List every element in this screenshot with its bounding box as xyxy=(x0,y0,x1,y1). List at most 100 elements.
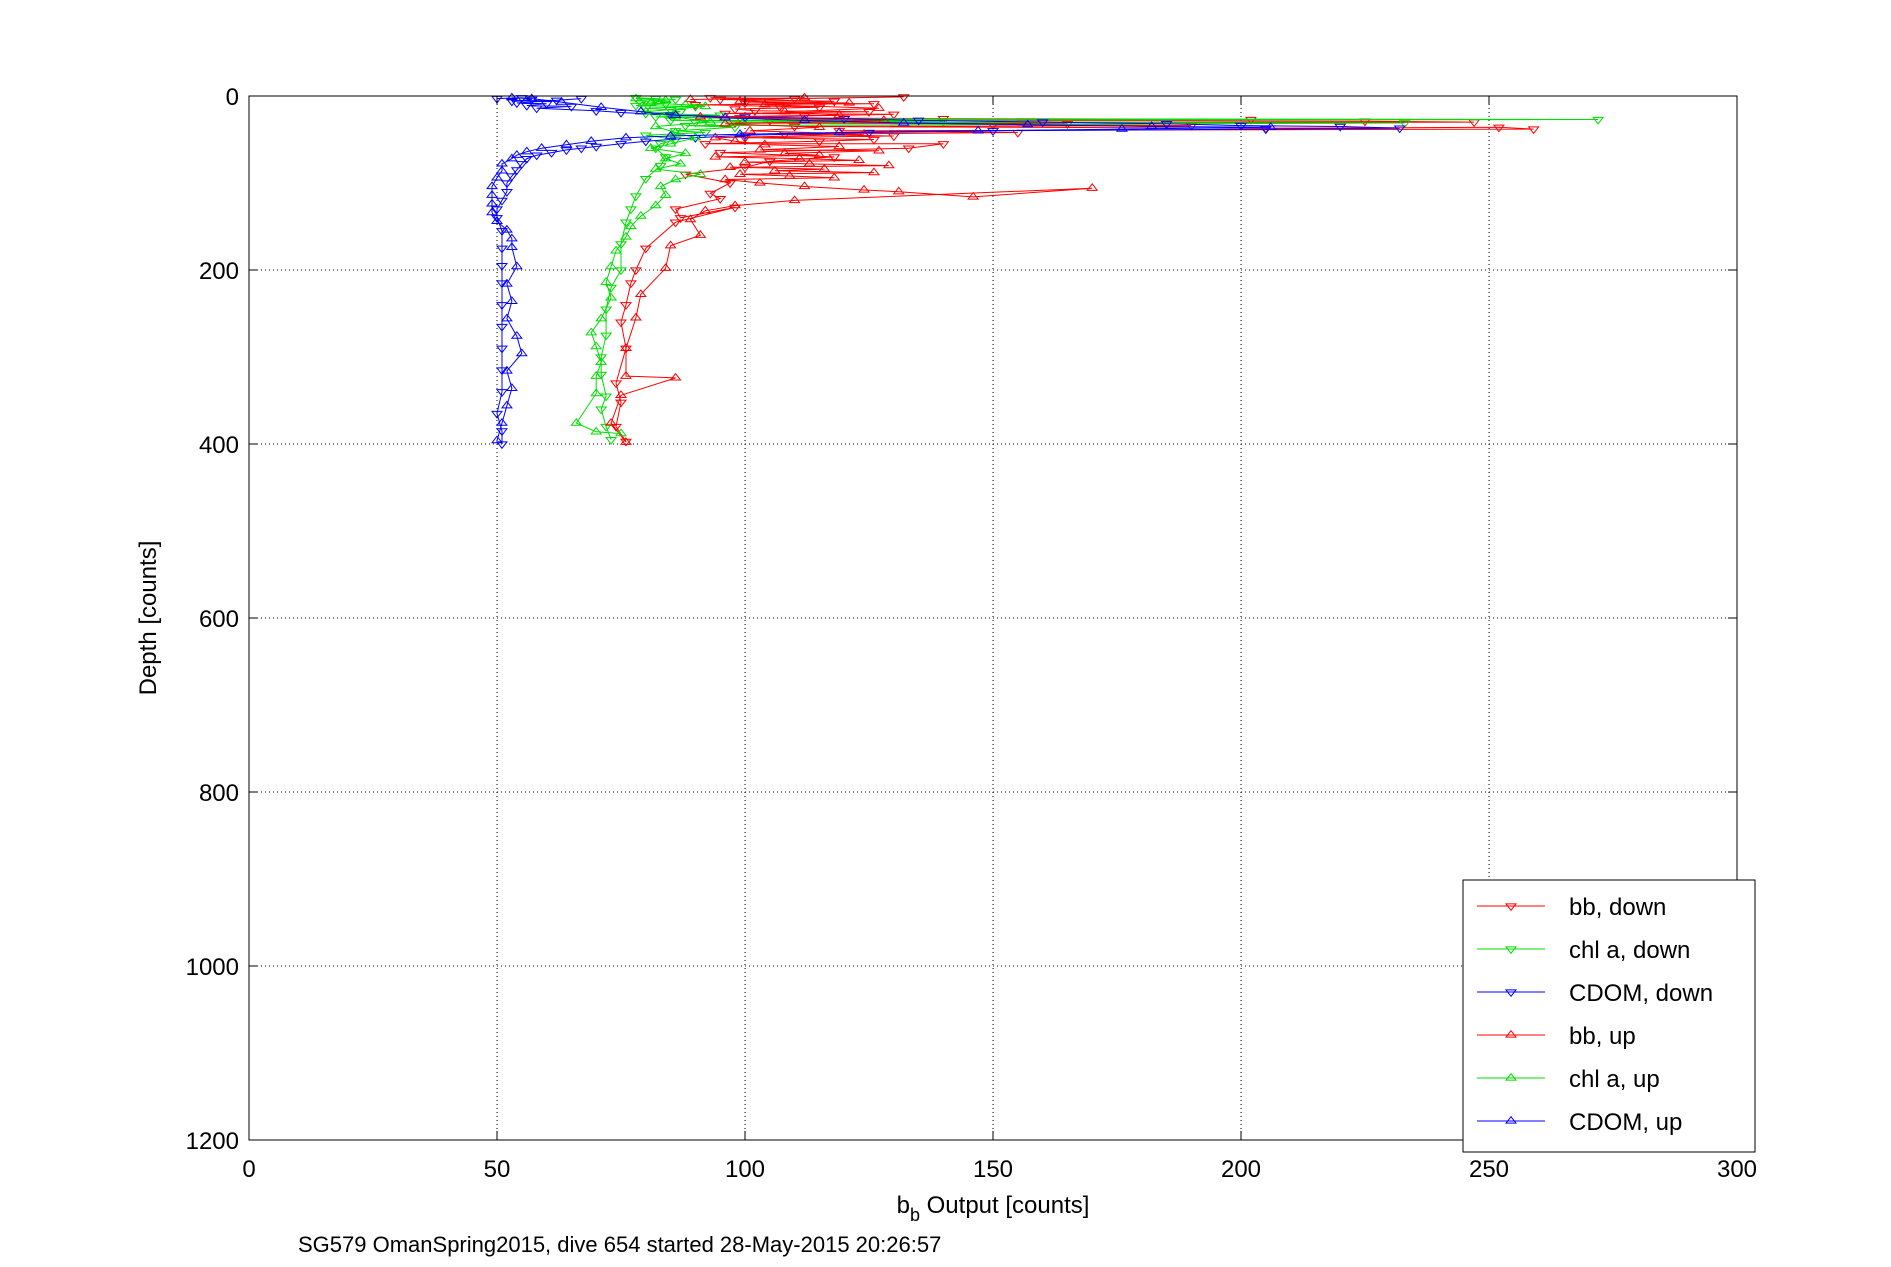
data-point xyxy=(694,169,707,177)
data-point xyxy=(570,417,583,426)
y-tick-label: 400 xyxy=(199,432,239,459)
data-point xyxy=(495,389,508,397)
data-point xyxy=(897,94,910,103)
data-point xyxy=(624,280,637,289)
data-point xyxy=(1160,121,1173,130)
data-point xyxy=(629,267,642,276)
data-point xyxy=(486,198,499,207)
data-point xyxy=(669,206,682,215)
data-point xyxy=(753,177,766,186)
data-point xyxy=(858,184,871,193)
x-tick-label: 0 xyxy=(242,1156,255,1183)
data-point xyxy=(619,345,632,354)
x-axis-label-rest: Output [counts] xyxy=(920,1192,1089,1219)
data-point xyxy=(530,105,543,114)
y-axis-label: Depth [counts] xyxy=(135,541,162,696)
data-point xyxy=(714,96,727,105)
grid-layer xyxy=(249,96,1737,1140)
data-point xyxy=(892,186,905,195)
data-point xyxy=(872,103,885,111)
data-point xyxy=(605,261,618,270)
data-point xyxy=(734,96,747,104)
data-point xyxy=(1334,123,1347,132)
data-point xyxy=(525,93,538,102)
data-point xyxy=(798,115,811,124)
data-point xyxy=(813,138,826,147)
data-point xyxy=(530,152,543,161)
data-point xyxy=(912,117,925,126)
data-point xyxy=(575,145,588,154)
y-tick-label: 800 xyxy=(199,780,239,807)
series-line xyxy=(575,98,711,435)
data-point xyxy=(495,280,508,289)
data-point xyxy=(882,160,895,169)
legend-swatch-marker xyxy=(1504,989,1518,998)
data-point xyxy=(614,319,628,328)
legend-box xyxy=(1462,879,1756,1153)
data-point xyxy=(664,130,677,139)
data-point xyxy=(729,106,742,115)
x-tick-label: 50 xyxy=(484,1156,511,1183)
data-point xyxy=(748,108,761,116)
data-point xyxy=(1492,124,1505,133)
series-3 xyxy=(605,92,1099,445)
data-point xyxy=(758,139,771,148)
data-point xyxy=(614,109,628,118)
data-point xyxy=(490,435,504,444)
data-point xyxy=(1398,120,1411,129)
data-point xyxy=(858,129,871,137)
data-point xyxy=(719,110,732,119)
x-axis-label: bb Output [counts] xyxy=(897,1192,1090,1225)
data-point xyxy=(1592,116,1605,125)
series-layer xyxy=(486,92,1605,450)
data-point xyxy=(679,99,692,108)
data-point xyxy=(486,181,499,190)
data-point xyxy=(669,372,682,381)
data-point xyxy=(803,158,816,167)
data-point xyxy=(1264,122,1277,130)
data-point xyxy=(758,99,771,108)
data-point xyxy=(575,95,588,104)
data-point xyxy=(654,162,667,171)
data-point xyxy=(634,210,647,219)
legend-swatch-marker xyxy=(1504,946,1518,955)
data-point xyxy=(699,141,712,150)
data-point xyxy=(887,111,900,120)
data-point xyxy=(793,153,806,162)
data-point xyxy=(1086,183,1099,191)
data-point xyxy=(600,393,613,402)
data-point xyxy=(729,124,742,133)
data-point xyxy=(649,163,662,172)
data-point xyxy=(1115,123,1128,132)
series-line xyxy=(496,97,1400,444)
data-point xyxy=(798,113,811,122)
data-point xyxy=(629,102,642,111)
data-point xyxy=(704,116,717,125)
data-point xyxy=(634,289,647,298)
data-point xyxy=(629,193,642,202)
data-point xyxy=(986,128,1000,136)
data-point xyxy=(490,410,504,419)
y-tick-label: 0 xyxy=(226,84,239,111)
series-line xyxy=(615,96,1534,442)
legend-item: chl a, up xyxy=(1477,1066,1660,1093)
legend-item: chl a, down xyxy=(1477,937,1690,964)
data-point xyxy=(590,143,603,152)
data-point xyxy=(972,125,985,134)
data-point xyxy=(967,191,980,200)
data-point xyxy=(614,428,628,437)
data-point xyxy=(605,417,618,426)
data-point xyxy=(510,261,523,270)
data-point xyxy=(897,117,910,126)
data-point xyxy=(520,155,533,164)
legend-swatch-marker xyxy=(1504,1072,1518,1081)
data-point xyxy=(902,145,915,154)
y-tick-label: 1200 xyxy=(186,1128,239,1155)
data-point xyxy=(505,296,518,304)
data-point xyxy=(644,97,657,106)
data-point xyxy=(699,129,712,138)
legend-label: CDOM, up xyxy=(1569,1109,1682,1136)
data-point xyxy=(833,127,846,136)
data-point xyxy=(937,118,950,127)
data-point xyxy=(887,133,900,142)
